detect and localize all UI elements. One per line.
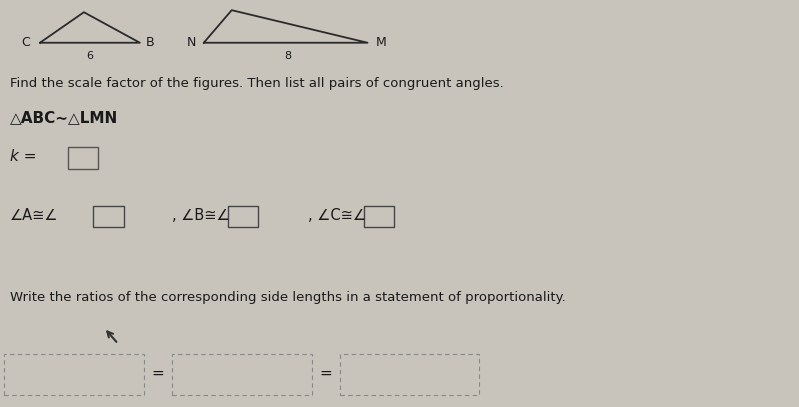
Text: B: B (146, 36, 155, 49)
Text: N: N (186, 36, 196, 49)
Text: 6: 6 (86, 51, 93, 61)
Text: =: = (152, 366, 165, 381)
Text: M: M (376, 36, 386, 49)
Text: Write the ratios of the corresponding side lengths in a statement of proportiona: Write the ratios of the corresponding si… (10, 291, 566, 304)
Bar (93, 206, 124, 227)
Bar (228, 206, 258, 227)
Text: 8: 8 (284, 51, 291, 61)
Bar (340, 354, 479, 395)
Text: △ABC∼△LMN: △ABC∼△LMN (10, 111, 117, 125)
Bar (364, 206, 394, 227)
Text: Find the scale factor of the figures. Then list all pairs of congruent angles.: Find the scale factor of the figures. Th… (10, 77, 503, 90)
Text: =: = (320, 366, 332, 381)
Text: k =: k = (10, 149, 36, 164)
Bar (4, 354, 144, 395)
Text: , ∠B≅∠: , ∠B≅∠ (172, 208, 229, 223)
Text: C: C (22, 36, 30, 49)
Bar (172, 354, 312, 395)
Bar (68, 147, 98, 169)
Text: , ∠C≅∠: , ∠C≅∠ (308, 208, 366, 223)
Text: ∠A≅∠: ∠A≅∠ (10, 208, 58, 223)
